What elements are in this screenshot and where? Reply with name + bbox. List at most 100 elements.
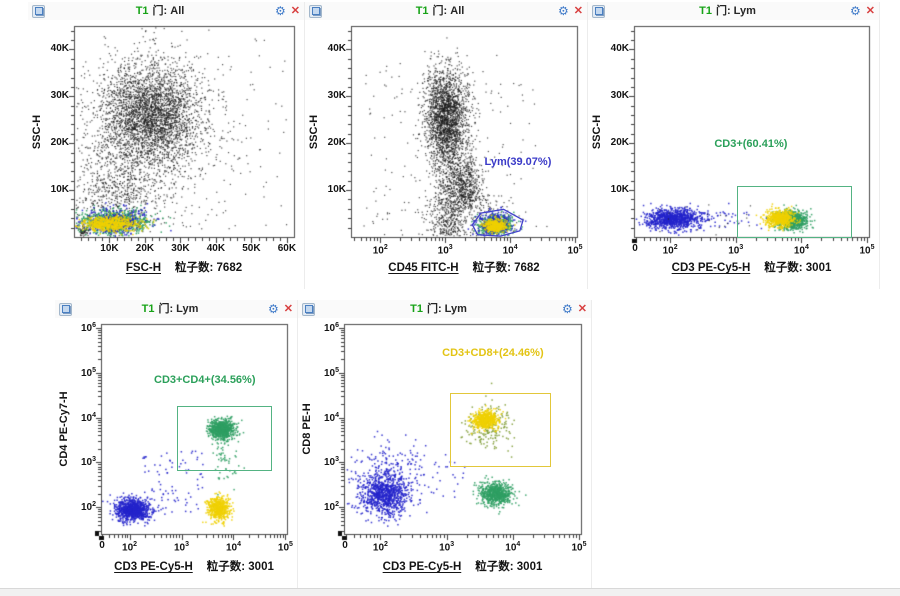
x-tick-label: 103 (728, 244, 744, 257)
y-tick-label: 20K (50, 137, 69, 149)
y-tick-label: 20K (610, 137, 629, 149)
detach-window-icon[interactable] (32, 4, 45, 18)
y-tick-label: 40K (610, 43, 629, 55)
population-annotation[interactable]: CD3+CD8+(24.46%) (442, 346, 544, 359)
x-axis-label-row: CD3 PE-Cy5-H 粒子数: 3001 (344, 558, 581, 574)
particle-count: 粒子数: 3001 (206, 561, 274, 573)
x-axis-title[interactable]: CD3 PE-Cy5-H (382, 561, 462, 573)
x-axis-label-row: CD3 PE-Cy5-H 粒子数: 3001 (634, 259, 869, 275)
y-axis-title[interactable]: SSC-H (591, 114, 603, 149)
plot-body: SSC-H 102 103 104 105 10K 20K 30K 40K Lym(39.07%… (305, 20, 588, 289)
population-annotation[interactable]: CD3+(60.41%) (714, 138, 788, 151)
close-icon[interactable]: ✕ (573, 4, 583, 17)
x-axis-title[interactable]: CD45 FITC-H (388, 262, 459, 274)
y-axis-title[interactable]: SSC-H (31, 114, 43, 149)
y-tick-label: 10K (327, 184, 346, 196)
x-tick-label: 102 (662, 244, 678, 257)
scatter-canvas[interactable] (305, 20, 588, 289)
window-header: T1 门: Lym ⚙ ✕ (55, 300, 297, 318)
detach-window-icon-glyph (34, 7, 43, 15)
y-tick-label: 103 (323, 456, 339, 469)
y-tick-label: 20K (327, 137, 346, 149)
x-tick-label: 105 (277, 541, 293, 554)
x-tick-label: 103 (174, 541, 190, 554)
window-header: T1 门: All ⚙ ✕ (28, 2, 304, 20)
y-tick-label: 40K (50, 43, 69, 55)
x-axis-title[interactable]: FSC-H (125, 262, 162, 274)
y-tick-label: 30K (610, 90, 629, 102)
population-annotation[interactable]: CD3+CD4+(34.56%) (154, 373, 256, 386)
y-axis-title[interactable]: CD8 PE-H (301, 403, 313, 455)
y-tick-label: 30K (327, 90, 346, 102)
window-header: T1 门: Lym ⚙ ✕ (298, 300, 591, 318)
plot-body: SSC-H 10K 20K 30K 40K 50K 60K 10K 20K 30K 40K FSC… (28, 20, 305, 289)
y-tick-label: 102 (80, 500, 96, 514)
sample-name: T1 (415, 5, 429, 17)
x-tick-label: 104 (502, 244, 518, 257)
scatter-canvas[interactable] (28, 20, 305, 289)
gate-name: 门: Lym (158, 303, 199, 315)
x-tick-label: 105 (859, 244, 875, 257)
gate-rect-CD3+CD8+[interactable] (449, 392, 551, 468)
close-icon[interactable]: ✕ (577, 302, 587, 315)
close-icon[interactable]: ✕ (865, 4, 875, 17)
particle-count: 粒子数: 3001 (475, 561, 543, 573)
plot-body: SSC-H 102 103 104 105 0 10K 20K 30K 40K CD3+(60.4… (588, 20, 880, 289)
x-axis-title[interactable]: CD3 PE-Cy5-H (114, 561, 193, 573)
x-tick-label: 0 (632, 243, 638, 254)
gate-name: 门: Lym (426, 303, 467, 315)
settings-gear-icon[interactable]: ⚙ (268, 302, 279, 316)
y-axis-title[interactable]: SSC-H (308, 114, 320, 149)
close-icon[interactable]: ✕ (283, 302, 293, 315)
y-tick-label: 106 (323, 321, 339, 335)
gate-rect-CD3+CD4+[interactable] (177, 406, 272, 472)
scatter-canvas[interactable] (298, 318, 592, 590)
x-tick-label: 10K (100, 243, 119, 254)
detach-window-icon-glyph (304, 305, 313, 313)
detach-window-icon[interactable] (309, 4, 322, 18)
settings-gear-icon[interactable]: ⚙ (275, 4, 286, 18)
settings-gear-icon[interactable]: ⚙ (850, 4, 861, 18)
particle-count: 粒子数: 7682 (175, 262, 243, 274)
y-tick-label: 10K (50, 184, 69, 196)
population-annotation[interactable]: Lym(39.07%) (484, 155, 552, 168)
x-axis-label-row: CD45 FITC-H 粒子数: 7682 (351, 259, 577, 275)
settings-gear-icon[interactable]: ⚙ (562, 302, 573, 316)
y-tick-label: 105 (323, 366, 339, 379)
detach-window-icon[interactable] (302, 302, 315, 316)
x-axis-title[interactable]: CD3 PE-Cy5-H (671, 262, 751, 274)
x-tick-label: 50K (242, 243, 261, 254)
y-tick-label: 105 (80, 366, 96, 379)
x-tick-label: 30K (171, 243, 190, 254)
y-tick-label: 102 (323, 500, 339, 514)
y-axis-title[interactable]: CD4 PE-Cy7-H (58, 391, 70, 467)
window-title: T1 门: Lym (605, 2, 850, 20)
window-title: T1 门: All (45, 2, 275, 20)
settings-gear-icon[interactable]: ⚙ (558, 4, 569, 18)
scatter-canvas[interactable] (588, 20, 880, 289)
gate-polygon-Lym[interactable] (351, 26, 577, 237)
y-tick-label: 104 (80, 411, 96, 424)
x-tick-label: 103 (439, 541, 455, 554)
y-tick-label: 10K (610, 184, 629, 196)
detach-window-icon[interactable] (59, 302, 72, 316)
x-axis-label-row: CD3 PE-Cy5-H 粒子数: 3001 (101, 558, 287, 574)
sample-name: T1 (141, 303, 155, 315)
gate-rect-CD3+[interactable] (737, 186, 853, 239)
x-tick-label: 102 (122, 541, 138, 554)
detach-window-icon[interactable] (592, 4, 605, 18)
x-tick-label: 103 (437, 244, 453, 257)
particle-count: 粒子数: 7682 (472, 262, 540, 274)
x-tick-label: 104 (793, 244, 809, 257)
y-tick-label: 104 (323, 411, 339, 424)
gate-name: 门: All (152, 5, 185, 17)
window-title: T1 门: All (322, 2, 558, 20)
window-title: T1 门: Lym (315, 300, 562, 318)
plot-body: CD4 PE-Cy7-H 102 103 104 105 0 102 103 104 105 10… (55, 318, 298, 590)
plot-window-cd3-cd4: T1 门: Lym ⚙ ✕ CD4 PE-Cy7-H 102 103 104 105 0 1… (55, 300, 298, 590)
plot-window-cd3-cd8: T1 门: Lym ⚙ ✕ CD8 PE-H 102 103 104 105 0 102 10… (298, 300, 592, 590)
close-icon[interactable]: ✕ (290, 4, 300, 17)
scatter-canvas[interactable] (55, 318, 298, 590)
detach-window-icon-glyph (594, 7, 603, 15)
